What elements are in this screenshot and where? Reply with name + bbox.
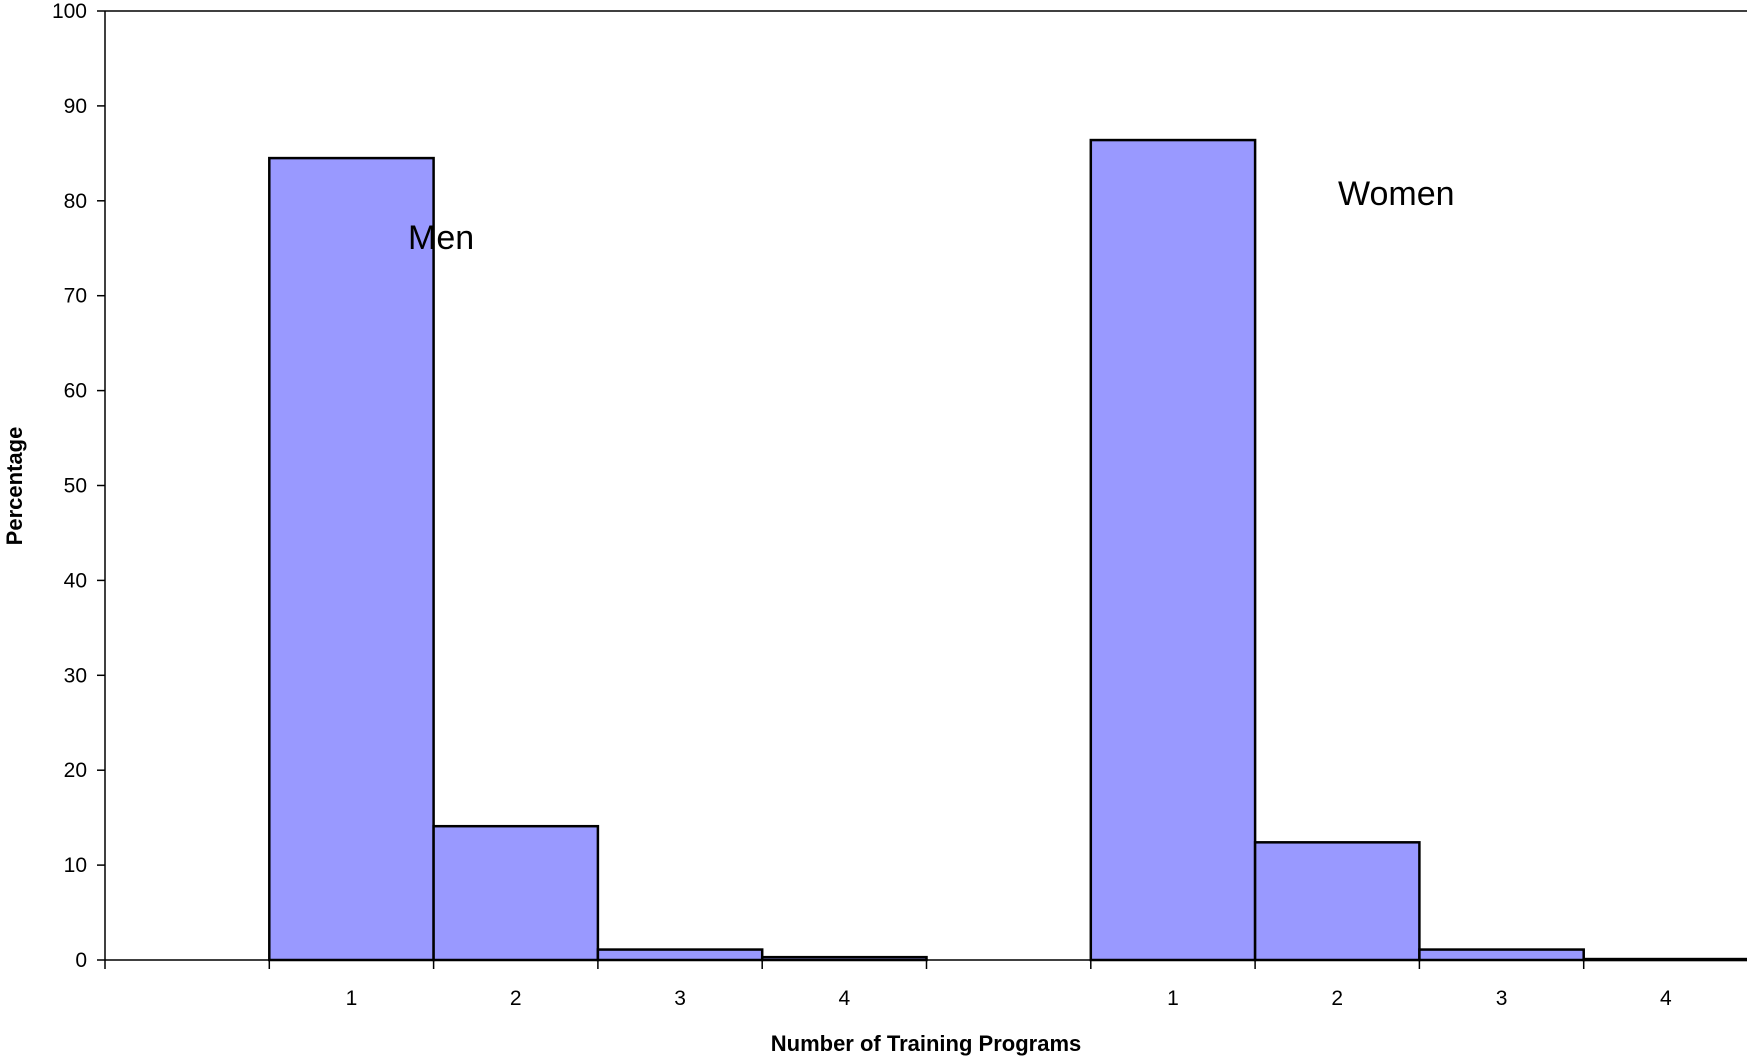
x-tick-label: 1 <box>346 987 358 1010</box>
y-tick-label: 10 <box>64 854 87 877</box>
x-axis-ticks: 1 2 3 4 1 2 3 4 <box>104 960 1672 1010</box>
x-axis-title: Number of Training Programs <box>771 1031 1082 1056</box>
y-axis-ticks: 0 10 20 30 40 50 60 70 80 90 100 <box>52 0 105 972</box>
x-tick-label: 1 <box>1167 987 1179 1010</box>
y-axis-title: Percentage <box>2 427 27 546</box>
bar-men-1 <box>268 156 435 962</box>
group-label-men: Men <box>408 219 474 257</box>
y-tick-label: 0 <box>75 949 87 972</box>
x-tick-label: 3 <box>674 987 686 1010</box>
x-tick-label: 2 <box>510 987 522 1010</box>
y-tick-label: 30 <box>64 664 87 687</box>
bars <box>268 138 1747 962</box>
x-tick-label: 2 <box>1331 987 1343 1010</box>
y-tick-label: 60 <box>64 380 87 403</box>
y-tick-label: 80 <box>64 190 87 213</box>
y-tick-label: 20 <box>64 759 87 782</box>
x-tick-label: 4 <box>1660 987 1672 1010</box>
y-tick-label: 40 <box>64 569 87 592</box>
x-tick-label: 4 <box>839 987 851 1010</box>
bar-women-3 <box>1418 948 1585 962</box>
y-tick-label: 70 <box>64 285 87 308</box>
y-tick-label: 90 <box>64 95 87 118</box>
x-tick-label: 3 <box>1496 987 1508 1010</box>
group-label-women: Women <box>1338 175 1455 213</box>
bar-women-2 <box>1253 841 1421 962</box>
bar-men-3 <box>596 948 764 962</box>
bar-women-1 <box>1089 138 1257 962</box>
y-tick-label: 100 <box>52 0 87 23</box>
bar-men-2 <box>432 824 600 962</box>
y-tick-label: 50 <box>64 475 87 498</box>
